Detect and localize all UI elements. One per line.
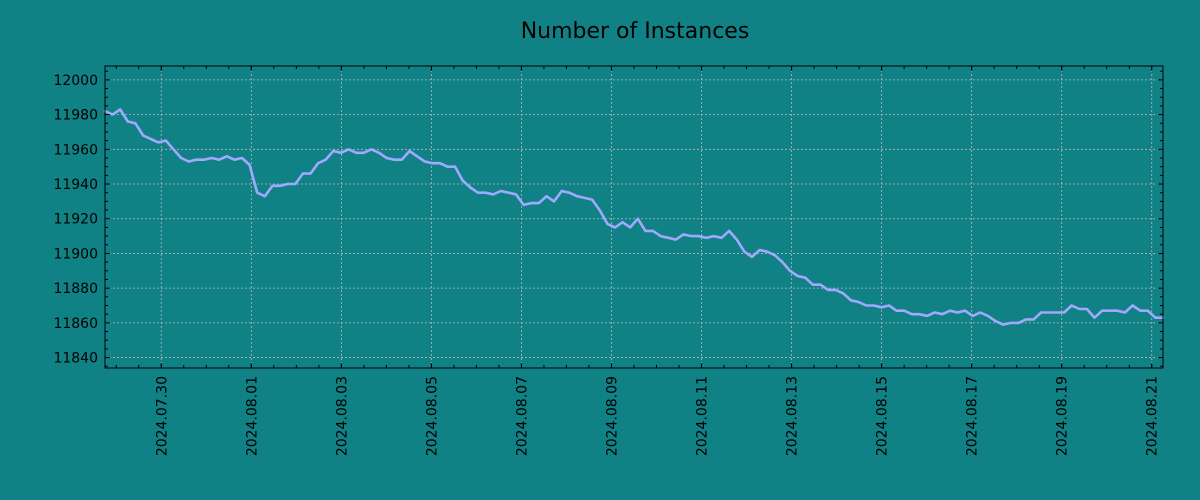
x-tick-label: 2024.08.03: [334, 376, 350, 456]
x-tick-label: 2024.08.01: [244, 376, 260, 456]
y-tick-label: 11860: [53, 316, 98, 332]
x-tick-label: 2024.08.15: [875, 376, 891, 456]
chart-title: Number of Instances: [521, 19, 750, 44]
series-layer: [103, 108, 1165, 326]
axis-ticks: 11840 11860 11880 11900 11920 11940 11960 11980…: [53, 66, 1163, 456]
x-tick-label: 2024.08.13: [785, 376, 801, 456]
x-tick-label: 2024.08.17: [965, 376, 981, 456]
x-tick-label: 2024.08.19: [1055, 376, 1071, 456]
x-tick-label: 2024.07.30: [154, 376, 170, 456]
y-tick-label: 12000: [53, 73, 98, 89]
plot-frame: [104, 65, 1164, 369]
y-tick-label: 11880: [53, 281, 98, 297]
x-tick-label: 2024.08.11: [695, 376, 711, 456]
y-tick-label: 11920: [53, 212, 98, 228]
y-tick-label: 11840: [53, 351, 98, 367]
grid: [105, 66, 1163, 368]
y-tick-label: 11940: [53, 177, 98, 193]
x-tick-label: 2024.08.07: [514, 376, 530, 456]
x-tick-label: 2024.08.09: [604, 376, 620, 456]
x-tick-label: 2024.08.21: [1145, 376, 1161, 456]
series-line: [103, 108, 1165, 326]
y-tick-label: 11960: [53, 142, 98, 158]
x-tick-label: 2024.08.05: [424, 376, 440, 456]
y-tick-label: 11900: [53, 246, 98, 262]
y-tick-label: 11980: [53, 108, 98, 124]
